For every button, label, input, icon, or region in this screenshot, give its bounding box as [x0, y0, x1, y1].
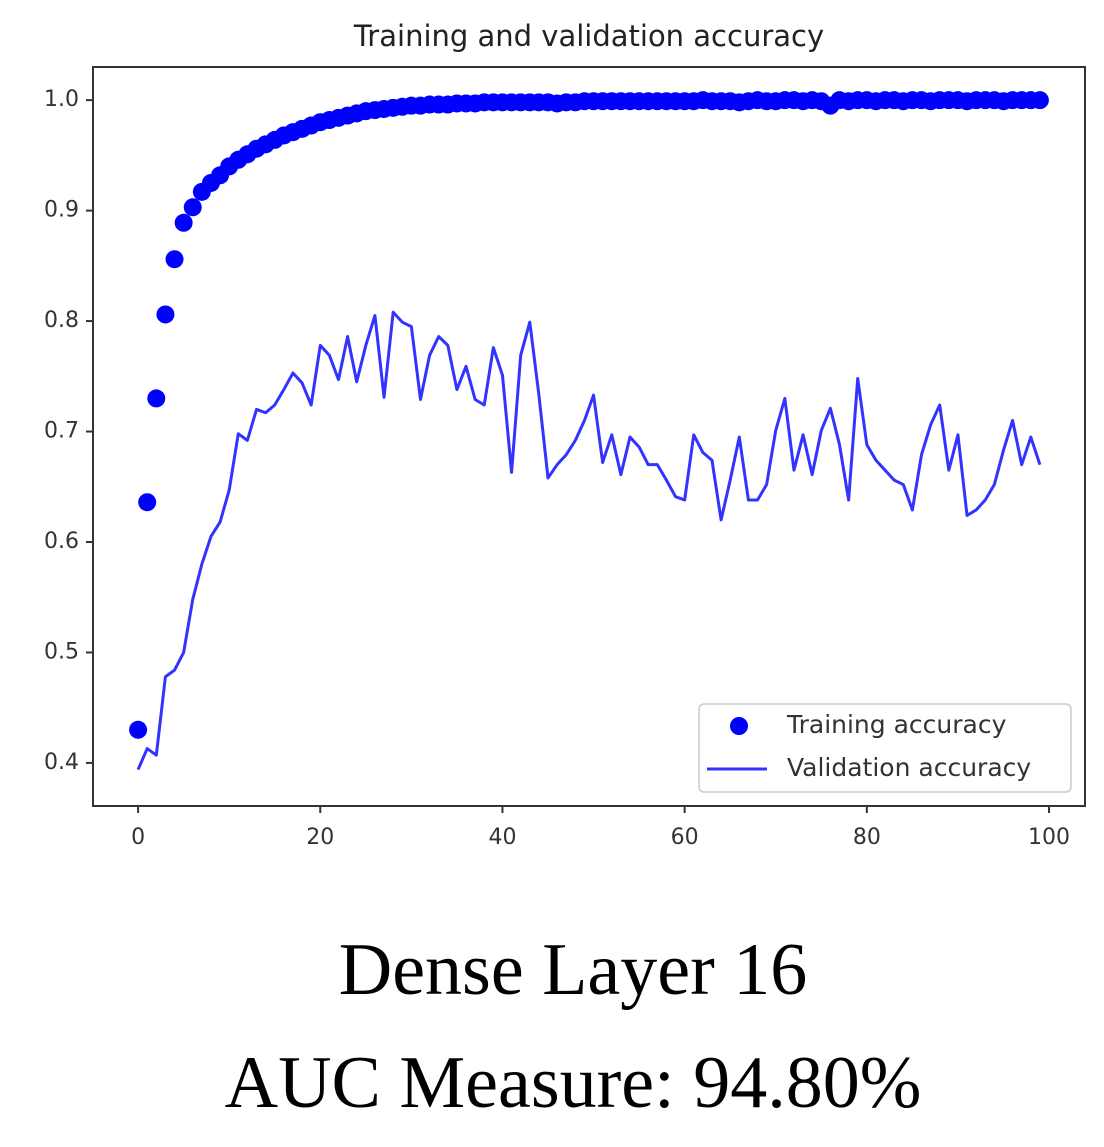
chart-title: Training and validation accuracy	[353, 19, 824, 53]
plot-frame	[92, 66, 1086, 807]
legend-marker	[730, 717, 748, 735]
training-point	[183, 198, 202, 217]
training-point	[174, 213, 193, 232]
training-point	[165, 250, 184, 269]
training-point	[156, 305, 175, 324]
y-tick-label: 0.7	[44, 419, 79, 444]
legend-box	[698, 703, 1072, 793]
x-tick-label: 80	[853, 825, 881, 850]
y-tick-label: 0.6	[44, 529, 79, 554]
training-point	[147, 389, 166, 408]
training-point	[129, 720, 148, 739]
training-point	[1030, 91, 1049, 110]
caption-line: Dense Layer 16	[339, 929, 807, 1011]
training-point	[138, 493, 157, 512]
x-tick-label: 60	[671, 825, 699, 850]
legend-label: Training accuracy	[786, 710, 1007, 739]
x-tick-label: 100	[1028, 825, 1070, 850]
caption-line: AUC Measure: 94.80%	[225, 1042, 922, 1124]
y-tick-label: 1.0	[44, 87, 79, 112]
x-tick-label: 40	[488, 825, 516, 850]
y-tick-label: 0.9	[44, 198, 79, 223]
validation-line	[136, 310, 1042, 771]
x-tick-label: 0	[131, 825, 145, 850]
x-tick-label: 20	[306, 825, 334, 850]
y-tick-label: 0.5	[44, 639, 79, 664]
legend-label: Validation accuracy	[787, 753, 1031, 782]
y-tick-label: 0.8	[44, 308, 79, 333]
y-tick-label: 0.4	[44, 750, 79, 775]
